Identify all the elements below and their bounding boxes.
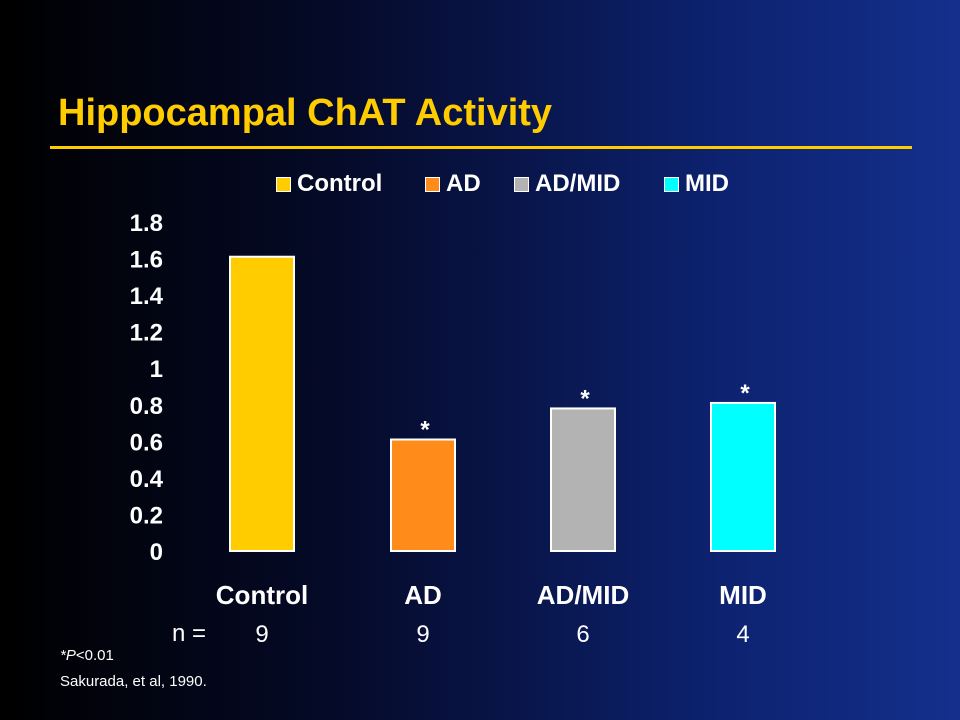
- bar-control: [229, 255, 295, 552]
- sample-size-label: 6: [576, 621, 589, 648]
- footnote-asterisk: *: [60, 647, 66, 664]
- n-label: n =: [172, 620, 207, 647]
- y-tick-label: 0.8: [130, 393, 163, 420]
- sample-size-label: 9: [255, 621, 268, 648]
- title-underline: [50, 146, 912, 149]
- x-tick-label: AD: [404, 580, 442, 610]
- slide-title: Hippocampal ChAT Activity: [58, 92, 553, 134]
- legend-swatch-ad-mid: [514, 176, 529, 192]
- chart-legend: Control AD AD/MID MID: [0, 170, 960, 200]
- sample-size-label: 4: [736, 621, 749, 648]
- x-tick-label: Control: [216, 580, 308, 610]
- legend-label-ad-mid: AD/MID: [535, 170, 621, 197]
- legend-swatch-control: [276, 176, 291, 192]
- citation: Sakurada, et al, 1990.: [60, 673, 207, 690]
- bar-ad-mid: [550, 407, 616, 552]
- bar-mid: [710, 401, 776, 553]
- x-tick-label: MID: [719, 580, 767, 610]
- significance-marker: *: [740, 380, 750, 407]
- y-tick-label: 1.6: [130, 247, 163, 274]
- y-tick-label: 0: [150, 539, 163, 566]
- legend-item-ad: AD: [425, 170, 481, 198]
- x-tick-label: AD/MID: [537, 580, 629, 610]
- significance-footnote: *P<0.01: [60, 647, 114, 664]
- significance-marker: *: [420, 417, 430, 444]
- y-tick-label: 1: [150, 356, 163, 383]
- y-tick-label: 0.2: [130, 502, 163, 529]
- y-tick-label: 0.4: [130, 466, 164, 493]
- legend-swatch-mid: [664, 176, 679, 192]
- footnote-threshold: <0.01: [75, 647, 114, 664]
- legend-swatch-ad: [425, 176, 440, 192]
- y-tick-label: 1.2: [130, 320, 163, 347]
- legend-item-ad-mid: AD/MID: [514, 170, 620, 198]
- sample-size-label: 9: [416, 621, 429, 648]
- footnote-p: P: [65, 647, 76, 664]
- legend-label-control: Control: [297, 170, 383, 197]
- y-tick-label: 0.6: [130, 429, 163, 456]
- legend-label-mid: MID: [685, 170, 729, 197]
- y-tick-label: 1.8: [130, 210, 163, 237]
- legend-item-mid: MID: [664, 170, 729, 198]
- y-tick-label: 1.4: [130, 283, 164, 310]
- legend-item-control: Control: [276, 170, 382, 198]
- legend-label-ad: AD: [446, 170, 481, 197]
- bar-ad: [390, 438, 456, 552]
- significance-marker: *: [580, 385, 590, 412]
